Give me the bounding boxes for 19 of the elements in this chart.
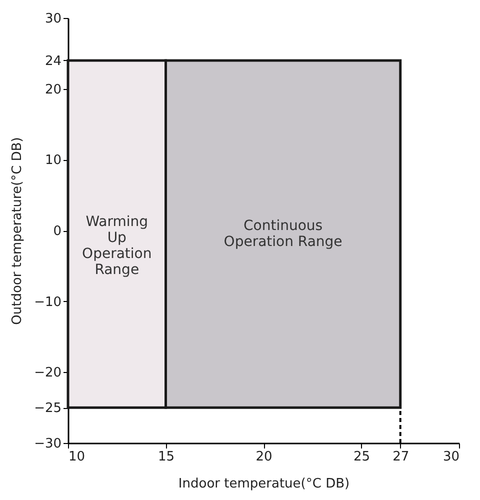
y-tick-label: 20 — [44, 82, 62, 98]
annotation: Continuous Operation Range — [224, 218, 342, 250]
y-tick-label: −30 — [34, 436, 62, 452]
y-tick-label: −20 — [34, 366, 62, 381]
y-axis-title: Outdoor temperature(°C DB) — [10, 137, 26, 325]
x-tick-label: 27 — [392, 450, 410, 464]
x-tick-label: 20 — [256, 450, 272, 464]
y-tick-label: −10 — [34, 294, 62, 310]
y-tick-label: 10 — [44, 153, 62, 168]
x-tick-label: 10 — [68, 450, 86, 464]
x-tick-label: 25 — [353, 450, 370, 464]
y-tick-label: −25 — [34, 401, 62, 416]
y-tick-label: 30 — [44, 12, 62, 26]
y-tick-label: 0 — [53, 224, 62, 239]
x-axis-title: Indoor temperatue(°C DB) — [178, 476, 350, 492]
y-tick-label: 24 — [44, 54, 62, 69]
x-tick-label: 30 — [442, 450, 460, 464]
annotation: Warming Up Operation Range — [82, 214, 152, 278]
x-tick-label: 15 — [158, 450, 175, 464]
